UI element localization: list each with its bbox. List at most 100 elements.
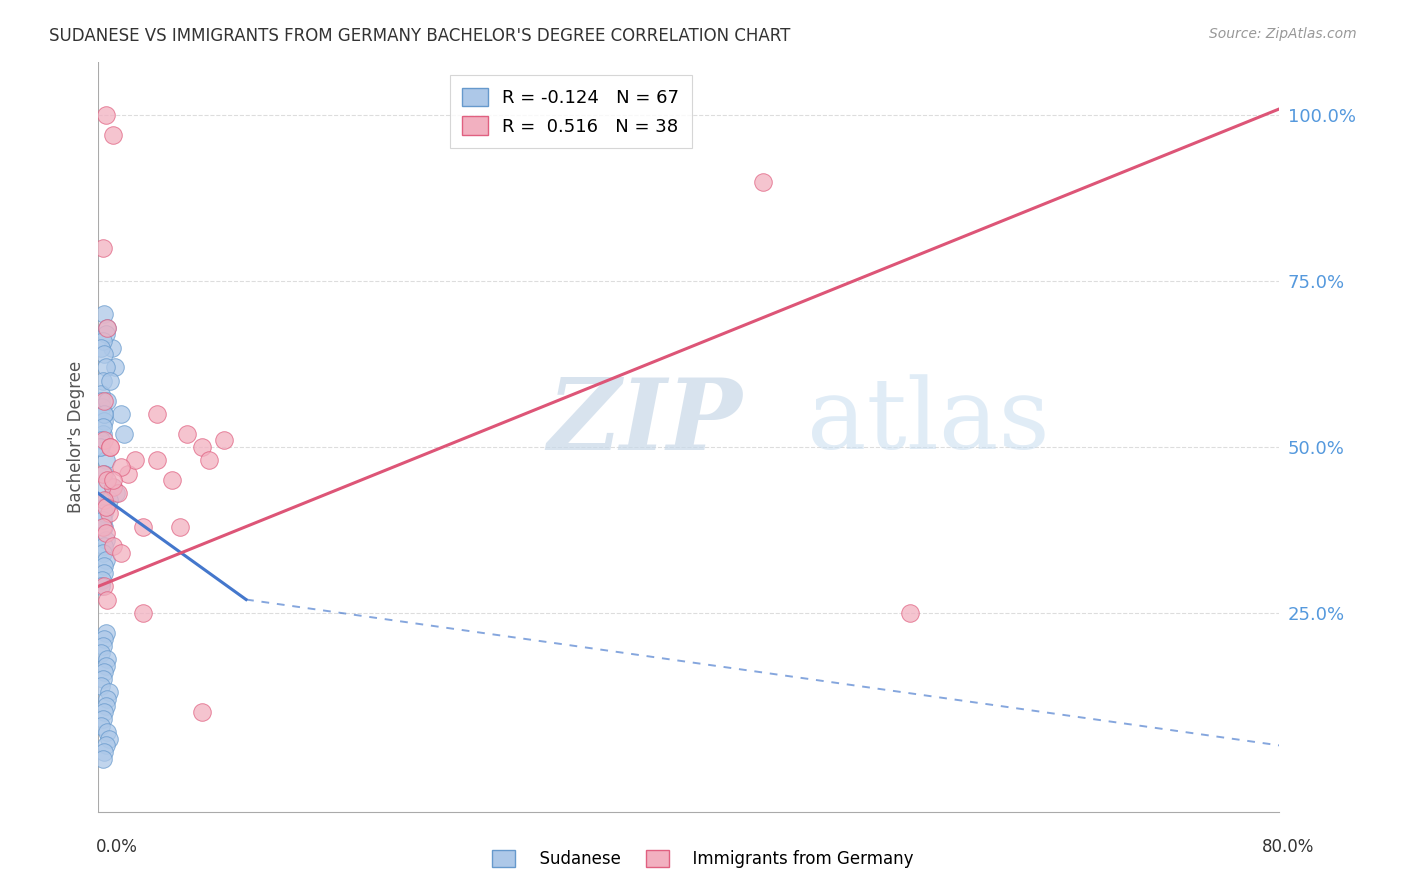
Point	[93, 434, 115, 448]
Point	[191, 440, 214, 454]
Point	[198, 453, 221, 467]
Point	[103, 473, 125, 487]
Point	[146, 453, 169, 467]
Point	[169, 519, 191, 533]
Point	[90, 646, 112, 660]
Text: Source: ZipAtlas.com: Source: ZipAtlas.com	[1209, 27, 1357, 41]
Point	[96, 320, 118, 334]
Point	[97, 685, 120, 699]
Point	[176, 426, 198, 441]
Point	[90, 341, 112, 355]
Point	[100, 341, 122, 355]
Point	[212, 434, 235, 448]
Point	[105, 486, 128, 500]
Point	[110, 407, 132, 421]
Point	[90, 679, 112, 693]
Point	[93, 407, 115, 421]
Point	[91, 506, 114, 520]
Point	[91, 672, 114, 686]
Point	[89, 440, 111, 454]
Point	[97, 731, 120, 746]
Point	[91, 401, 114, 415]
Point	[91, 573, 114, 587]
Text: atlas: atlas	[807, 375, 1050, 470]
Point	[97, 506, 120, 520]
Point	[93, 579, 115, 593]
Point	[93, 506, 115, 520]
Point	[752, 175, 775, 189]
Point	[94, 698, 117, 713]
Point	[94, 739, 117, 753]
Point	[93, 500, 115, 514]
Point	[117, 467, 139, 481]
Point	[94, 500, 117, 514]
Point	[93, 632, 115, 647]
Point	[90, 393, 112, 408]
Point	[110, 546, 132, 560]
Point	[98, 440, 121, 454]
Point	[124, 453, 146, 467]
Point	[91, 467, 114, 481]
Point	[94, 658, 117, 673]
Point	[98, 374, 121, 388]
Text: ZIP: ZIP	[547, 374, 742, 470]
Point	[93, 347, 115, 361]
Point	[191, 705, 214, 719]
Point	[93, 566, 115, 580]
Point	[93, 519, 115, 533]
Point	[97, 493, 120, 508]
Point	[94, 500, 117, 514]
Point	[96, 320, 118, 334]
Point	[103, 480, 125, 494]
Point	[91, 712, 114, 726]
Point	[91, 639, 114, 653]
Point	[94, 108, 117, 122]
Point	[98, 440, 121, 454]
Point	[96, 393, 118, 408]
Point	[94, 453, 117, 467]
Point	[93, 413, 115, 427]
Point	[91, 513, 114, 527]
Point	[96, 692, 118, 706]
Point	[94, 553, 117, 567]
Point	[93, 307, 115, 321]
Point	[96, 652, 118, 666]
Point	[93, 559, 115, 574]
Point	[91, 480, 114, 494]
Y-axis label: Bachelor's Degree: Bachelor's Degree	[66, 361, 84, 513]
Point	[93, 393, 115, 408]
Point	[93, 705, 115, 719]
Point	[91, 241, 114, 255]
Point	[91, 374, 114, 388]
Point	[91, 519, 114, 533]
Point	[93, 407, 115, 421]
Point	[90, 434, 112, 448]
Point	[91, 546, 114, 560]
Point	[93, 745, 115, 759]
Point	[132, 606, 155, 620]
Point	[103, 128, 125, 143]
Point	[93, 540, 115, 554]
Point	[94, 526, 117, 541]
Point	[103, 540, 125, 554]
Text: 0.0%: 0.0%	[96, 838, 138, 855]
Legend:   Sudanese,   Immigrants from Germany: Sudanese, Immigrants from Germany	[485, 843, 921, 875]
Point	[93, 665, 115, 680]
Point	[90, 579, 112, 593]
Point	[94, 533, 117, 547]
Point	[96, 592, 118, 607]
Text: SUDANESE VS IMMIGRANTS FROM GERMANY BACHELOR'S DEGREE CORRELATION CHART: SUDANESE VS IMMIGRANTS FROM GERMANY BACH…	[49, 27, 790, 45]
Point	[107, 486, 129, 500]
Point	[91, 334, 114, 348]
Point	[91, 752, 114, 766]
Point	[91, 426, 114, 441]
Point	[90, 440, 112, 454]
Point	[91, 420, 114, 434]
Text: 80.0%: 80.0%	[1263, 838, 1315, 855]
Point	[110, 459, 132, 474]
Point	[103, 480, 125, 494]
Point	[94, 360, 117, 375]
Point	[93, 493, 115, 508]
Point	[104, 360, 127, 375]
Point	[90, 387, 112, 401]
